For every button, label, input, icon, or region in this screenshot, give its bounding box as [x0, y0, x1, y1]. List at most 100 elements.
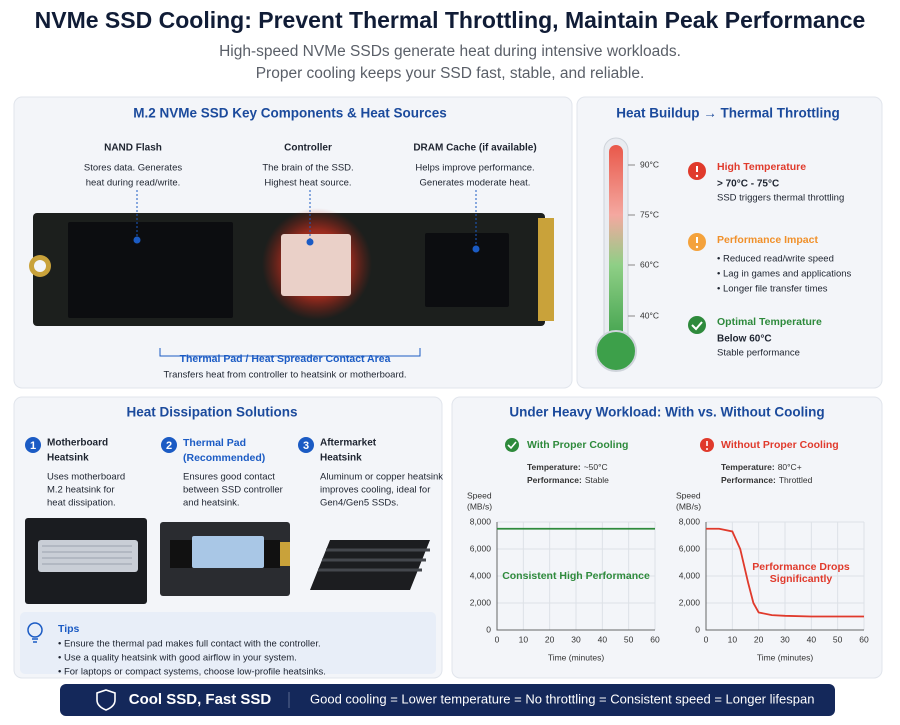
- state-title: Optimal Temperature: [717, 316, 822, 328]
- tips-box: [20, 612, 436, 674]
- stat-label: Performance:: [721, 475, 776, 485]
- chart-stat: Temperature: ~50°C: [527, 462, 608, 472]
- number: 1: [30, 440, 36, 452]
- state-line: Stable performance: [717, 348, 800, 359]
- y-axis-label: (MB/s): [467, 501, 492, 511]
- tip: • For laptops or compact systems, choose…: [58, 667, 326, 678]
- x-tick-label: 40: [598, 634, 608, 644]
- solution-desc: improves cooling, ideal for: [320, 485, 430, 496]
- y-axis-label: Speed: [676, 490, 701, 500]
- solution-desc: Aluminum or copper heatsink: [320, 472, 443, 483]
- stat-label: Temperature:: [527, 462, 581, 472]
- x-tick-label: 60: [859, 634, 869, 644]
- shield-icon: [96, 689, 116, 711]
- footer-bar: [60, 684, 835, 716]
- component-desc: Stores data. Generates: [84, 163, 182, 174]
- stat-value: Throttled: [779, 475, 813, 485]
- footer-text: Good cooling = Lower temperature = No th…: [310, 691, 814, 706]
- y-tick-label: 4,000: [679, 570, 701, 580]
- component-desc: The brain of the SSD.: [262, 163, 353, 174]
- annotation: Performance Drops: [752, 561, 850, 573]
- y-tick-label: 2,000: [679, 597, 701, 607]
- y-tick-label: 0: [486, 624, 491, 634]
- callout-desc: Transfers heat from controller to heatsi…: [163, 370, 406, 381]
- state-line: • Lag in games and applications: [717, 269, 852, 280]
- component-name: DRAM Cache (if available): [413, 143, 536, 154]
- state-range: Below 60°C: [717, 334, 772, 345]
- ssd-illustration: [29, 190, 554, 357]
- stat-value: 80°C+: [778, 462, 802, 472]
- y-axis-label: (MB/s): [676, 501, 701, 511]
- solution-desc: and heatsink.: [183, 498, 240, 509]
- solution-images: [25, 518, 435, 604]
- x-tick-label: 0: [495, 634, 500, 644]
- panel: [576, 96, 883, 389]
- scale-label: 40°C: [640, 310, 659, 320]
- chart-stat: Temperature: 80°C+: [721, 462, 802, 472]
- x-tick-label: 20: [754, 634, 764, 644]
- tip: • Ensure the thermal pad makes full cont…: [58, 639, 321, 650]
- solution-title: Motherboard: [47, 438, 108, 449]
- state-title: High Temperature: [717, 161, 806, 173]
- x-tick-label: 10: [728, 634, 738, 644]
- number-badge: [161, 437, 177, 453]
- footer-badge: Cool SSD, Fast SSD: [129, 691, 272, 708]
- callout-title: Thermal Pad / Heat Spreader Contact Area: [180, 353, 391, 365]
- x-axis-label: Time (minutes): [548, 652, 605, 662]
- y-tick-label: 2,000: [470, 597, 492, 607]
- stat-value: ~50°C: [584, 462, 608, 472]
- solution-desc: Uses motherboard: [47, 472, 125, 483]
- stat-label: Performance:: [527, 475, 582, 485]
- x-tick-label: 50: [833, 634, 843, 644]
- stat-value: Stable: [585, 475, 609, 485]
- chart-stat: Performance: Stable: [527, 475, 609, 485]
- subtitle: Proper cooling keeps your SSD fast, stab…: [256, 65, 645, 82]
- component-desc: Helps improve performance.: [415, 163, 534, 174]
- subtitle: High-speed NVMe SSDs generate heat durin…: [219, 43, 681, 60]
- y-tick-label: 0: [695, 624, 700, 634]
- scale-label: 75°C: [640, 209, 659, 219]
- state-range: > 70°C - 75°C: [717, 179, 779, 190]
- axis: [496, 522, 655, 631]
- y-tick-label: 8,000: [679, 516, 701, 526]
- status-icons: [688, 162, 706, 334]
- chart-title: Without Proper Cooling: [721, 439, 839, 451]
- tip: • Use a quality heatsink with good airfl…: [58, 653, 297, 664]
- component-name: Controller: [284, 143, 332, 154]
- component-desc: Highest heat source.: [264, 178, 351, 189]
- x-tick-label: 50: [624, 634, 634, 644]
- state-line: • Longer file transfer times: [717, 284, 828, 295]
- component-desc: heat during read/write.: [86, 178, 181, 189]
- stat-label: Temperature:: [721, 462, 775, 472]
- tips-title: Tips: [58, 623, 80, 635]
- solution-desc: heat dissipation.: [47, 498, 116, 509]
- x-tick-label: 10: [519, 634, 529, 644]
- axis: [705, 522, 864, 631]
- title: NVMe SSD Cooling: Prevent Thermal Thrott…: [35, 7, 866, 33]
- number-badge: [298, 437, 314, 453]
- scale-label: 90°C: [640, 159, 659, 169]
- x-tick-label: 30: [571, 634, 581, 644]
- data-line: [706, 527, 864, 618]
- x-tick-label: 20: [545, 634, 555, 644]
- solution-title: Aftermarket: [320, 438, 377, 449]
- solution-desc: Ensures good contact: [183, 472, 275, 483]
- x-tick-label: 30: [780, 634, 790, 644]
- annotation: Significantly: [770, 573, 833, 585]
- x-axis-label: Time (minutes): [757, 652, 814, 662]
- number: 2: [166, 440, 172, 452]
- panel-title: Under Heavy Workload: With vs. Without C…: [509, 405, 824, 420]
- component-desc: Generates moderate heat.: [420, 178, 531, 189]
- solution-desc: Gen4/Gen5 SSDs.: [320, 498, 399, 509]
- state-title: Performance Impact: [717, 234, 818, 246]
- y-tick-label: 4,000: [470, 570, 492, 580]
- state-line: • Reduced read/write speed: [717, 254, 834, 265]
- annotation: Consistent High Performance: [502, 570, 650, 582]
- y-tick-label: 8,000: [470, 516, 492, 526]
- panel-title: Heat Buildup → Thermal Throttling: [616, 106, 840, 121]
- x-tick-label: 40: [807, 634, 817, 644]
- solution-desc: between SSD controller: [183, 485, 283, 496]
- number-badge: [25, 437, 41, 453]
- component-name: NAND Flash: [104, 143, 162, 154]
